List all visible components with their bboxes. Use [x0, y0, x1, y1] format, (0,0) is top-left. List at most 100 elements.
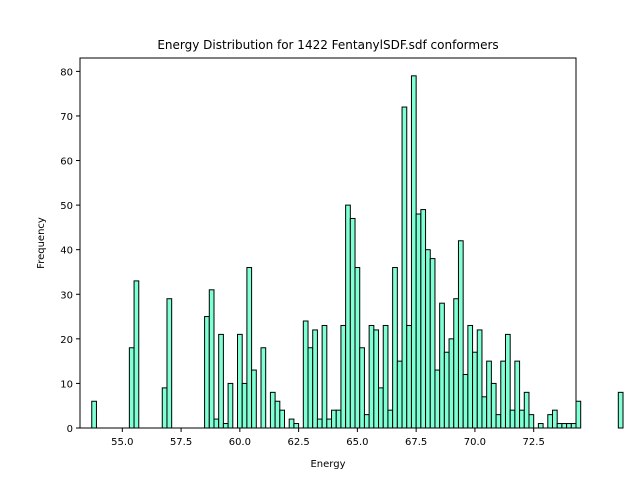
- histogram-bar: [335, 409, 342, 429]
- histogram-bar: [486, 360, 492, 429]
- histogram-bar: [128, 347, 135, 429]
- y-tick-label: 70: [60, 112, 73, 123]
- histogram-bar: [481, 396, 488, 429]
- histogram-bar: [448, 338, 455, 429]
- y-tick-label: 0: [67, 424, 73, 435]
- y-tick-label: 20: [60, 335, 73, 346]
- histogram-bar: [472, 351, 478, 429]
- histogram-bar: [396, 360, 403, 429]
- histogram-bar: [302, 320, 309, 429]
- histogram-bar: [420, 209, 427, 429]
- histogram-bar: [368, 324, 375, 429]
- histogram-bar: [91, 400, 97, 429]
- histogram-bar: [227, 382, 234, 429]
- histogram-bar: [429, 258, 436, 429]
- histogram-bar: [462, 374, 469, 429]
- histogram-bar: [519, 409, 525, 429]
- histogram-bar: [439, 302, 445, 429]
- histogram-bar: [218, 333, 224, 429]
- x-axis-ticks: 55.0 57.5 60.0 62.5 65.0 67.5 70.0 72.5: [111, 428, 545, 448]
- histogram-bar: [401, 106, 408, 429]
- histogram-bar: [467, 324, 474, 429]
- histogram-bar: [457, 240, 464, 429]
- histogram-bar: [213, 418, 220, 429]
- histogram-bar: [425, 249, 431, 429]
- histogram-bar: [246, 267, 253, 429]
- histogram-bar: [340, 324, 347, 429]
- histogram-bar: [279, 409, 286, 429]
- histogram-bar: [504, 333, 511, 429]
- histogram-bar: [251, 369, 257, 429]
- histogram-bar: [453, 298, 459, 429]
- y-tick-label: 80: [60, 67, 73, 78]
- histogram-bar: [617, 391, 624, 429]
- plot-frame: [79, 57, 577, 429]
- histogram-bar: [495, 414, 502, 429]
- histogram-bar: [528, 414, 535, 429]
- x-tick-label: 57.5: [170, 437, 192, 448]
- histogram-bar: [316, 418, 323, 429]
- histogram-bar: [392, 267, 398, 429]
- histogram-bar: [378, 387, 384, 429]
- histogram-bar: [434, 369, 441, 429]
- histogram-bar: [321, 324, 328, 429]
- histogram-bar: [443, 351, 450, 429]
- histogram-bar: [293, 423, 300, 429]
- histogram-bar: [387, 409, 394, 429]
- histogram-bar: [288, 418, 295, 429]
- histogram-bar: [274, 400, 281, 429]
- histogram-bar: [570, 423, 577, 429]
- histogram-bar: [161, 387, 168, 429]
- histogram-bar: [537, 423, 544, 429]
- y-tick-label: 50: [60, 201, 73, 212]
- histogram-bar: [354, 267, 361, 429]
- histogram-bar: [373, 329, 380, 429]
- histogram-bar: [269, 391, 276, 429]
- histogram-bar: [133, 280, 140, 429]
- histogram-bar: [260, 347, 267, 429]
- x-tick-label: 60.0: [229, 437, 251, 448]
- histogram-bar: [509, 409, 516, 429]
- histogram-bar: [514, 360, 521, 429]
- histogram-bar: [547, 414, 553, 429]
- histogram-bar: [222, 423, 229, 429]
- histogram-bar: [500, 360, 506, 429]
- histogram-bar: [551, 409, 558, 429]
- chart-title: Energy Distribution for 1422 FentanylSDF…: [157, 38, 498, 52]
- x-tick-label: 62.5: [287, 437, 309, 448]
- y-axis-ticks: 0 10 20 30 40 50 60 70 80: [60, 67, 80, 435]
- histogram-bar: [331, 409, 337, 429]
- x-axis-label: Energy: [310, 459, 345, 470]
- histogram-bar: [204, 316, 210, 429]
- x-tick-label: 70.0: [464, 437, 486, 448]
- histogram-bar: [575, 400, 582, 429]
- y-tick-label: 30: [60, 290, 73, 301]
- histogram-bar: [476, 329, 483, 429]
- y-tick-label: 10: [60, 379, 73, 390]
- x-tick-label: 55.0: [111, 437, 133, 448]
- histogram-bar: [359, 347, 365, 429]
- histogram-bar: [208, 289, 215, 429]
- x-tick-label: 67.5: [405, 437, 427, 448]
- histogram-bar: [556, 423, 563, 429]
- histogram-bar: [349, 217, 356, 429]
- histogram-bar: [415, 213, 422, 429]
- histogram-bar: [566, 423, 572, 429]
- x-tick-label: 72.5: [523, 437, 545, 448]
- histogram-bar: [307, 347, 314, 429]
- histogram-bar: [166, 298, 173, 429]
- histogram-bar: [523, 391, 530, 429]
- histogram-bar: [382, 324, 389, 429]
- histogram-bar: [410, 75, 417, 429]
- histogram-bar: [363, 414, 370, 429]
- histogram-bar: [312, 329, 318, 429]
- x-tick-label: 65.0: [346, 437, 368, 448]
- y-tick-label: 40: [60, 246, 73, 257]
- histogram-bar: [241, 382, 248, 429]
- y-tick-label: 60: [60, 157, 73, 168]
- histogram-bar: [490, 382, 497, 429]
- y-axis-label: Frequency: [36, 217, 47, 269]
- histogram-bar: [326, 418, 333, 429]
